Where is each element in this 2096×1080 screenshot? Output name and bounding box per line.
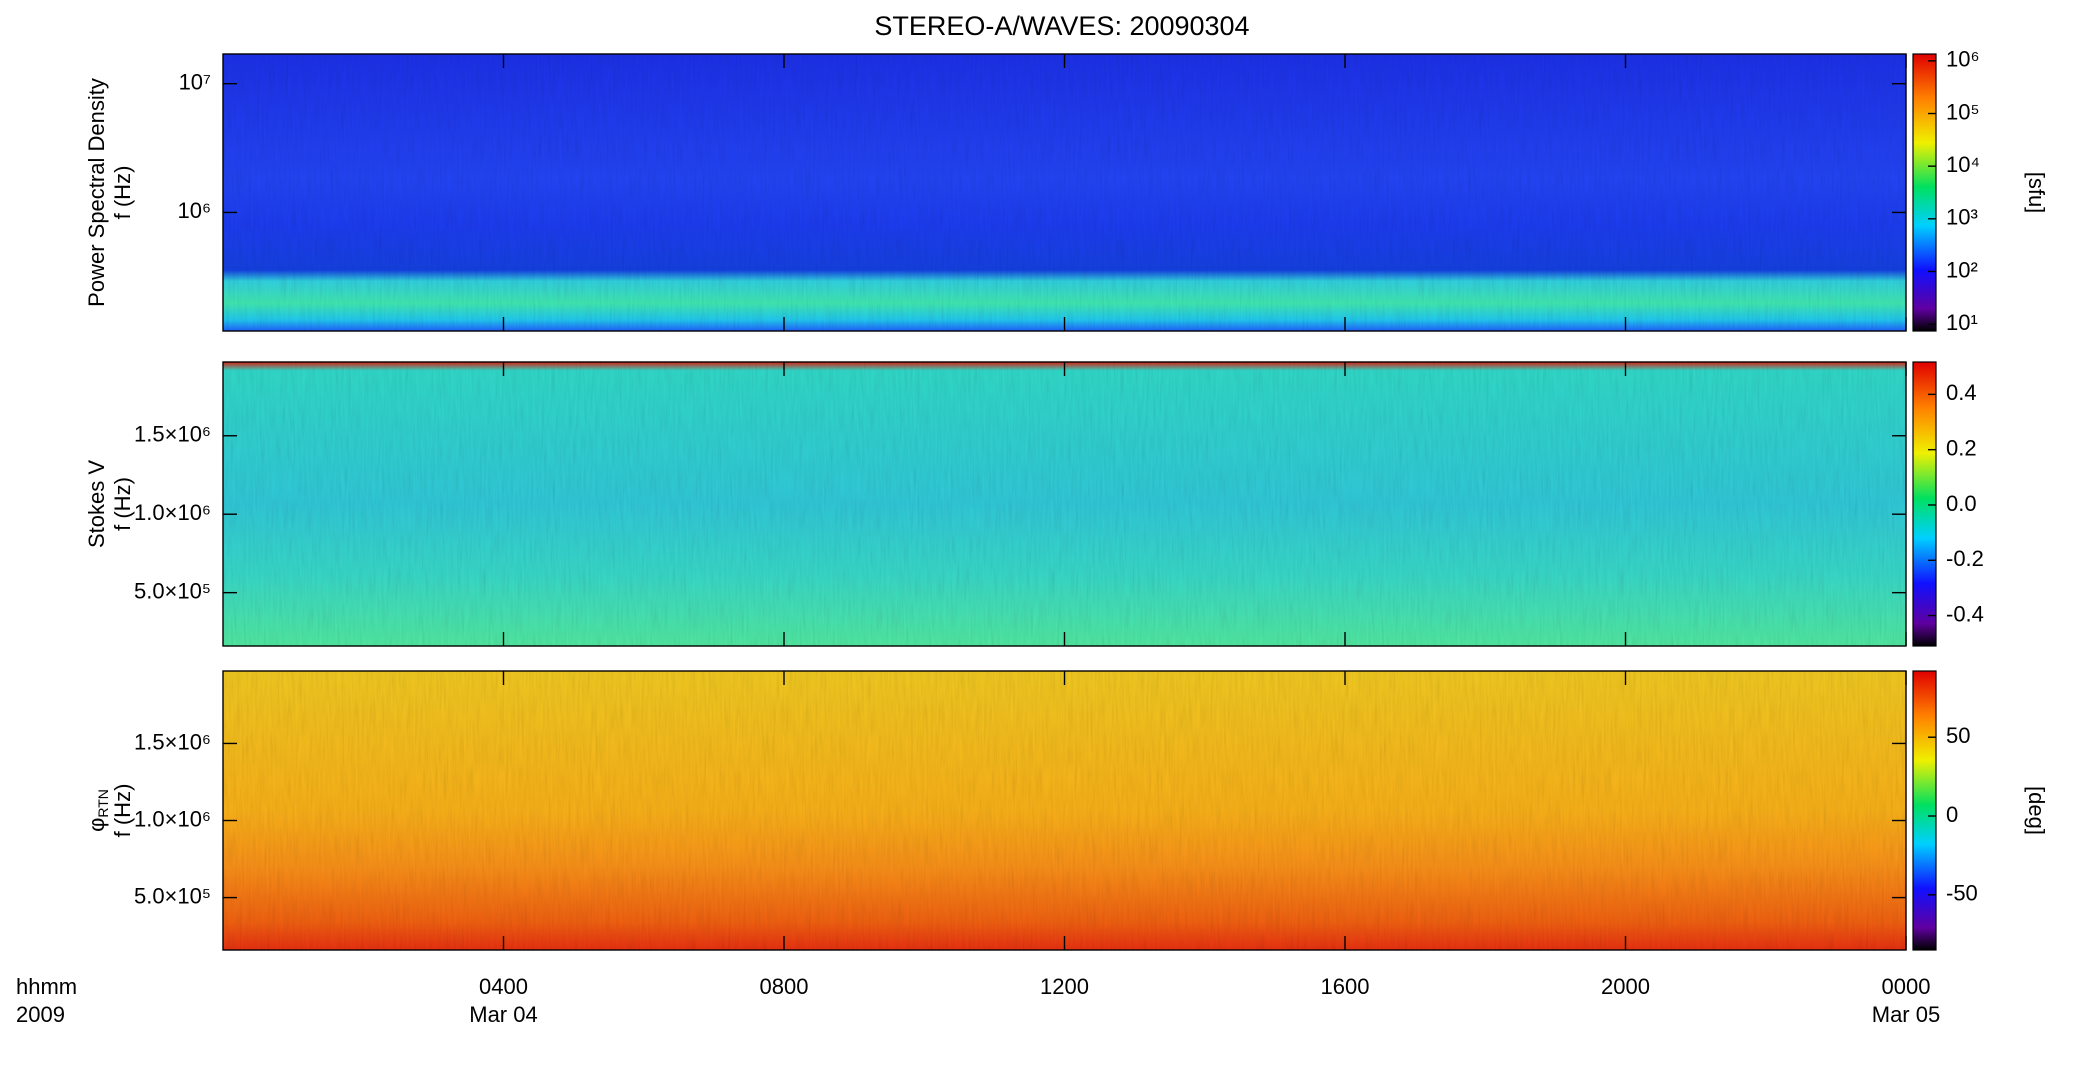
colorbar-tick-label: -0.4 <box>1946 601 1984 626</box>
y-label: φRTN f (Hz) <box>84 784 135 838</box>
colorbar <box>1912 670 1937 951</box>
colorbar <box>1912 53 1937 332</box>
colorbar-tick-label: 10⁶ <box>1946 47 1980 72</box>
chart-title: STEREO-A/WAVES: 20090304 <box>874 11 1249 41</box>
y-tick-label: 1.5×10⁶ <box>134 729 211 754</box>
colorbar-tick-label: -50 <box>1946 881 1978 906</box>
x-tick-label: 1600 <box>1321 974 1370 999</box>
colorbar-tick-label: 10¹ <box>1946 310 1978 335</box>
colorbar-tick-label: -0.2 <box>1946 546 1984 571</box>
y-label: Power Spectral Density f (Hz) <box>84 78 135 307</box>
x-tick-label: 1200 <box>1040 974 1089 999</box>
y-tick-label: 1.5×10⁶ <box>134 422 211 447</box>
colorbar-tick-label: 0 <box>1946 802 1958 827</box>
y-label-line: f (Hz) <box>110 166 135 220</box>
y-tick-label: 10⁶ <box>177 198 211 223</box>
colorbar-tick-label: 10² <box>1946 257 1978 282</box>
colorbar-tick-label: 0.4 <box>1946 380 1977 405</box>
y-label-line: φRTN <box>84 789 111 832</box>
colorbar-label: [deg] <box>2024 786 2049 835</box>
y-label-subscript: RTN <box>95 789 111 818</box>
colorbar-tick-label: 0.0 <box>1946 491 1977 516</box>
x-tick-label: 0800 <box>760 974 809 999</box>
y-tick-label: 1.0×10⁶ <box>134 500 211 525</box>
colorbar-label: [sfu] <box>2024 172 2049 214</box>
colorbar-label-text: [deg] <box>2024 786 2049 835</box>
y-label-line: f (Hz) <box>110 784 135 838</box>
spectrogram-texture <box>223 54 1906 331</box>
y-label-line: f (Hz) <box>110 477 135 531</box>
y-tick-label: 5.0×10⁵ <box>134 578 211 603</box>
y-tick-label: 10⁷ <box>179 69 211 94</box>
colorbar <box>1912 361 1937 647</box>
spectrogram-texture <box>223 362 1906 646</box>
colorbar-tick-label: 10³ <box>1946 205 1978 230</box>
colorbar-tick-label: 50 <box>1946 723 1970 748</box>
y-label-line: Power Spectral Density <box>84 78 109 307</box>
x-label: hhmm <box>16 974 77 999</box>
colorbar-label-text: [sfu] <box>2024 172 2049 214</box>
x-date-label: Mar 04 <box>469 1002 537 1027</box>
x-tick-label: 0000 <box>1882 974 1931 999</box>
y-tick-label: 1.0×10⁶ <box>134 806 211 831</box>
spectrogram-texture <box>223 671 1906 950</box>
y-tick-label: 5.0×10⁵ <box>134 883 211 908</box>
colorbar-tick-label: 0.2 <box>1946 435 1977 460</box>
x-tick-label: 2000 <box>1601 974 1650 999</box>
colorbar-tick-label: 10⁵ <box>1946 99 1980 124</box>
y-label-line: Stokes V <box>84 460 109 548</box>
x-date-label: Mar 05 <box>1872 1002 1940 1027</box>
colorbar-tick-label: 10⁴ <box>1946 152 1980 177</box>
x-year: 2009 <box>16 1002 65 1027</box>
x-tick-label: 0400 <box>479 974 528 999</box>
